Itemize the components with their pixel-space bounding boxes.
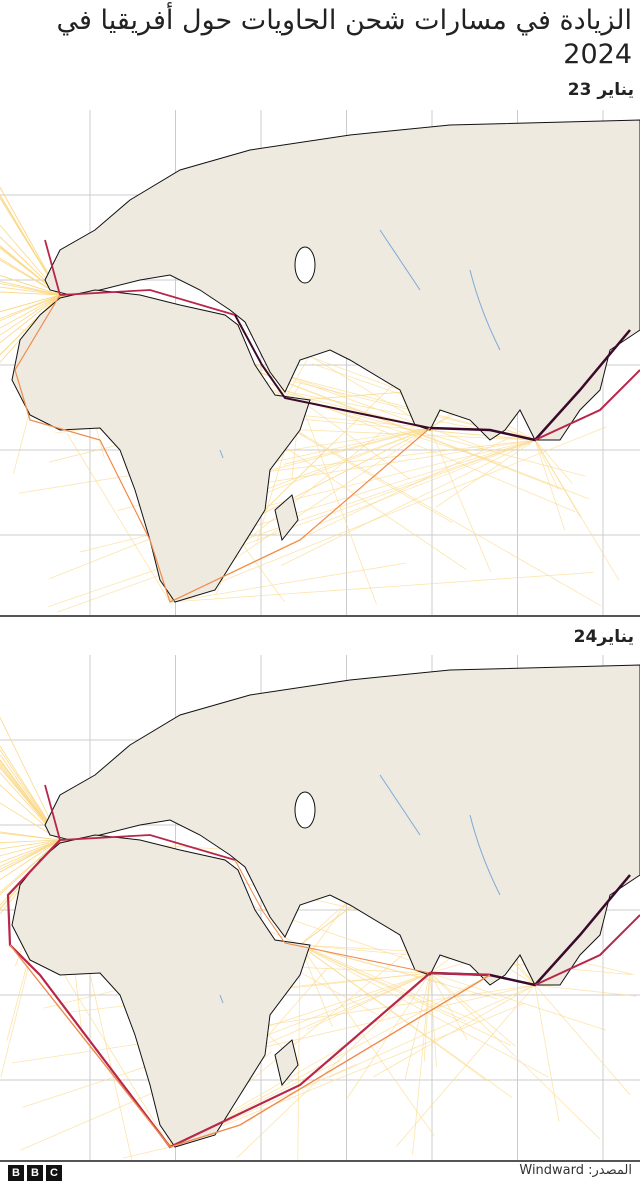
shipping-route-light (318, 439, 536, 525)
shipping-route-light (169, 572, 594, 603)
shipping-route-light (534, 984, 560, 1122)
shipping-route-light (0, 839, 61, 863)
shipping-route-light (0, 294, 61, 356)
shipping-route-light (0, 839, 61, 857)
rivers (219, 229, 501, 459)
land-eurasia (44, 119, 640, 441)
shipping-route-light (123, 1146, 171, 1159)
shipping-route-light (0, 839, 61, 844)
shipping-route-light (169, 426, 607, 603)
shipping-route-light (404, 972, 431, 1080)
shipping-route-light (169, 562, 407, 603)
shipping-route-light (372, 984, 536, 1078)
land-eurasia (44, 664, 640, 986)
shipping-route-light (0, 275, 61, 296)
bbc-logo-letter: B (8, 1165, 24, 1181)
shipping-route-light (299, 903, 356, 946)
shipping-route-light (534, 984, 637, 997)
shipping-route-light (0, 286, 61, 296)
land-africa (11, 834, 311, 1148)
shipping-route-light (0, 294, 61, 322)
caspian-sea (294, 791, 316, 829)
caspian-sea (294, 246, 316, 284)
shipping-route-cape (6, 839, 491, 1149)
map-jan-2024 (0, 655, 640, 1162)
shipping-route-suez-red-sea (234, 859, 431, 974)
source-note: المصدر: Windward (519, 1163, 632, 1178)
shipping-route-east-asia (534, 369, 640, 441)
shipping-route-light (429, 972, 601, 1140)
shipping-route-light (57, 439, 536, 613)
map-label-jan-2023: يناير 23 (567, 80, 634, 100)
shipping-route-light (0, 294, 61, 313)
map-label-jan-2024: يناير24 (573, 627, 634, 647)
shipping-route-light (0, 294, 61, 344)
shipping-route-light (534, 439, 566, 531)
shipping-route-light (0, 291, 61, 296)
bbc-logo-letter: B (27, 1165, 43, 1181)
shipping-route-cape (14, 294, 431, 603)
shipping-route-light (0, 831, 61, 841)
shipping-route-light (12, 984, 536, 1064)
shipping-route-light (412, 972, 431, 1155)
shipping-route-light (534, 439, 620, 581)
shipping-route-light (534, 439, 573, 484)
shipping-route-light (0, 839, 61, 873)
shipping-route-light (0, 839, 61, 850)
chart-title: الزيادة في مسارات شحن الحاويات حول أفريق… (56, 5, 632, 70)
shipping-route-light (0, 294, 61, 329)
shipping-route-light (169, 1002, 525, 1148)
shipping-route-light (306, 972, 431, 1030)
shipping-route-light (429, 972, 607, 1031)
bbc-logo-letter: C (46, 1165, 62, 1181)
shipping-route-light (169, 958, 519, 1148)
shipping-route-light (534, 439, 559, 490)
bbc-logo: B B C (8, 1165, 62, 1181)
shipping-route-light (0, 839, 61, 880)
shipping-route-light (299, 399, 377, 605)
shipping-route-suez-red-sea (234, 314, 431, 429)
shipping-route-light (261, 972, 431, 1038)
shipping-route-light (299, 944, 549, 1078)
shipping-route-light (429, 972, 468, 1041)
shipping-route-light (299, 944, 467, 1022)
shipping-route-light (429, 972, 437, 1067)
shipping-route-light (257, 427, 431, 466)
shipping-route-light (299, 391, 410, 401)
land-madagascar (274, 494, 299, 542)
shipping-route-light (299, 944, 435, 1137)
shipping-route-light (429, 427, 492, 572)
shipping-route-mediterranean (44, 784, 236, 861)
shipping-route-light (280, 439, 536, 567)
shipping-route-light (236, 972, 431, 1159)
shipping-route-light (66, 433, 171, 603)
map-jan-2023 (0, 110, 640, 617)
shipping-route-light (429, 972, 516, 1047)
shipping-route-light (0, 839, 61, 867)
shipping-route-cape-offshore (9, 944, 491, 1148)
shipping-route-light (0, 294, 61, 336)
shipping-route-mediterranean (44, 239, 236, 316)
land-madagascar (274, 1039, 299, 1087)
shipping-route-light (534, 984, 631, 1096)
shipping-route-light (417, 428, 536, 441)
shipping-route-light (0, 283, 61, 296)
shipping-route-light (299, 944, 488, 1082)
shipping-route-light (328, 984, 536, 1078)
land-africa (11, 289, 311, 603)
shipping-route-light (241, 439, 536, 476)
shipping-route-light (299, 399, 586, 477)
shipping-route-light (297, 944, 301, 1160)
shipping-route-light (299, 399, 501, 464)
rivers (219, 774, 501, 1004)
shipping-route-east-asia (534, 914, 640, 986)
